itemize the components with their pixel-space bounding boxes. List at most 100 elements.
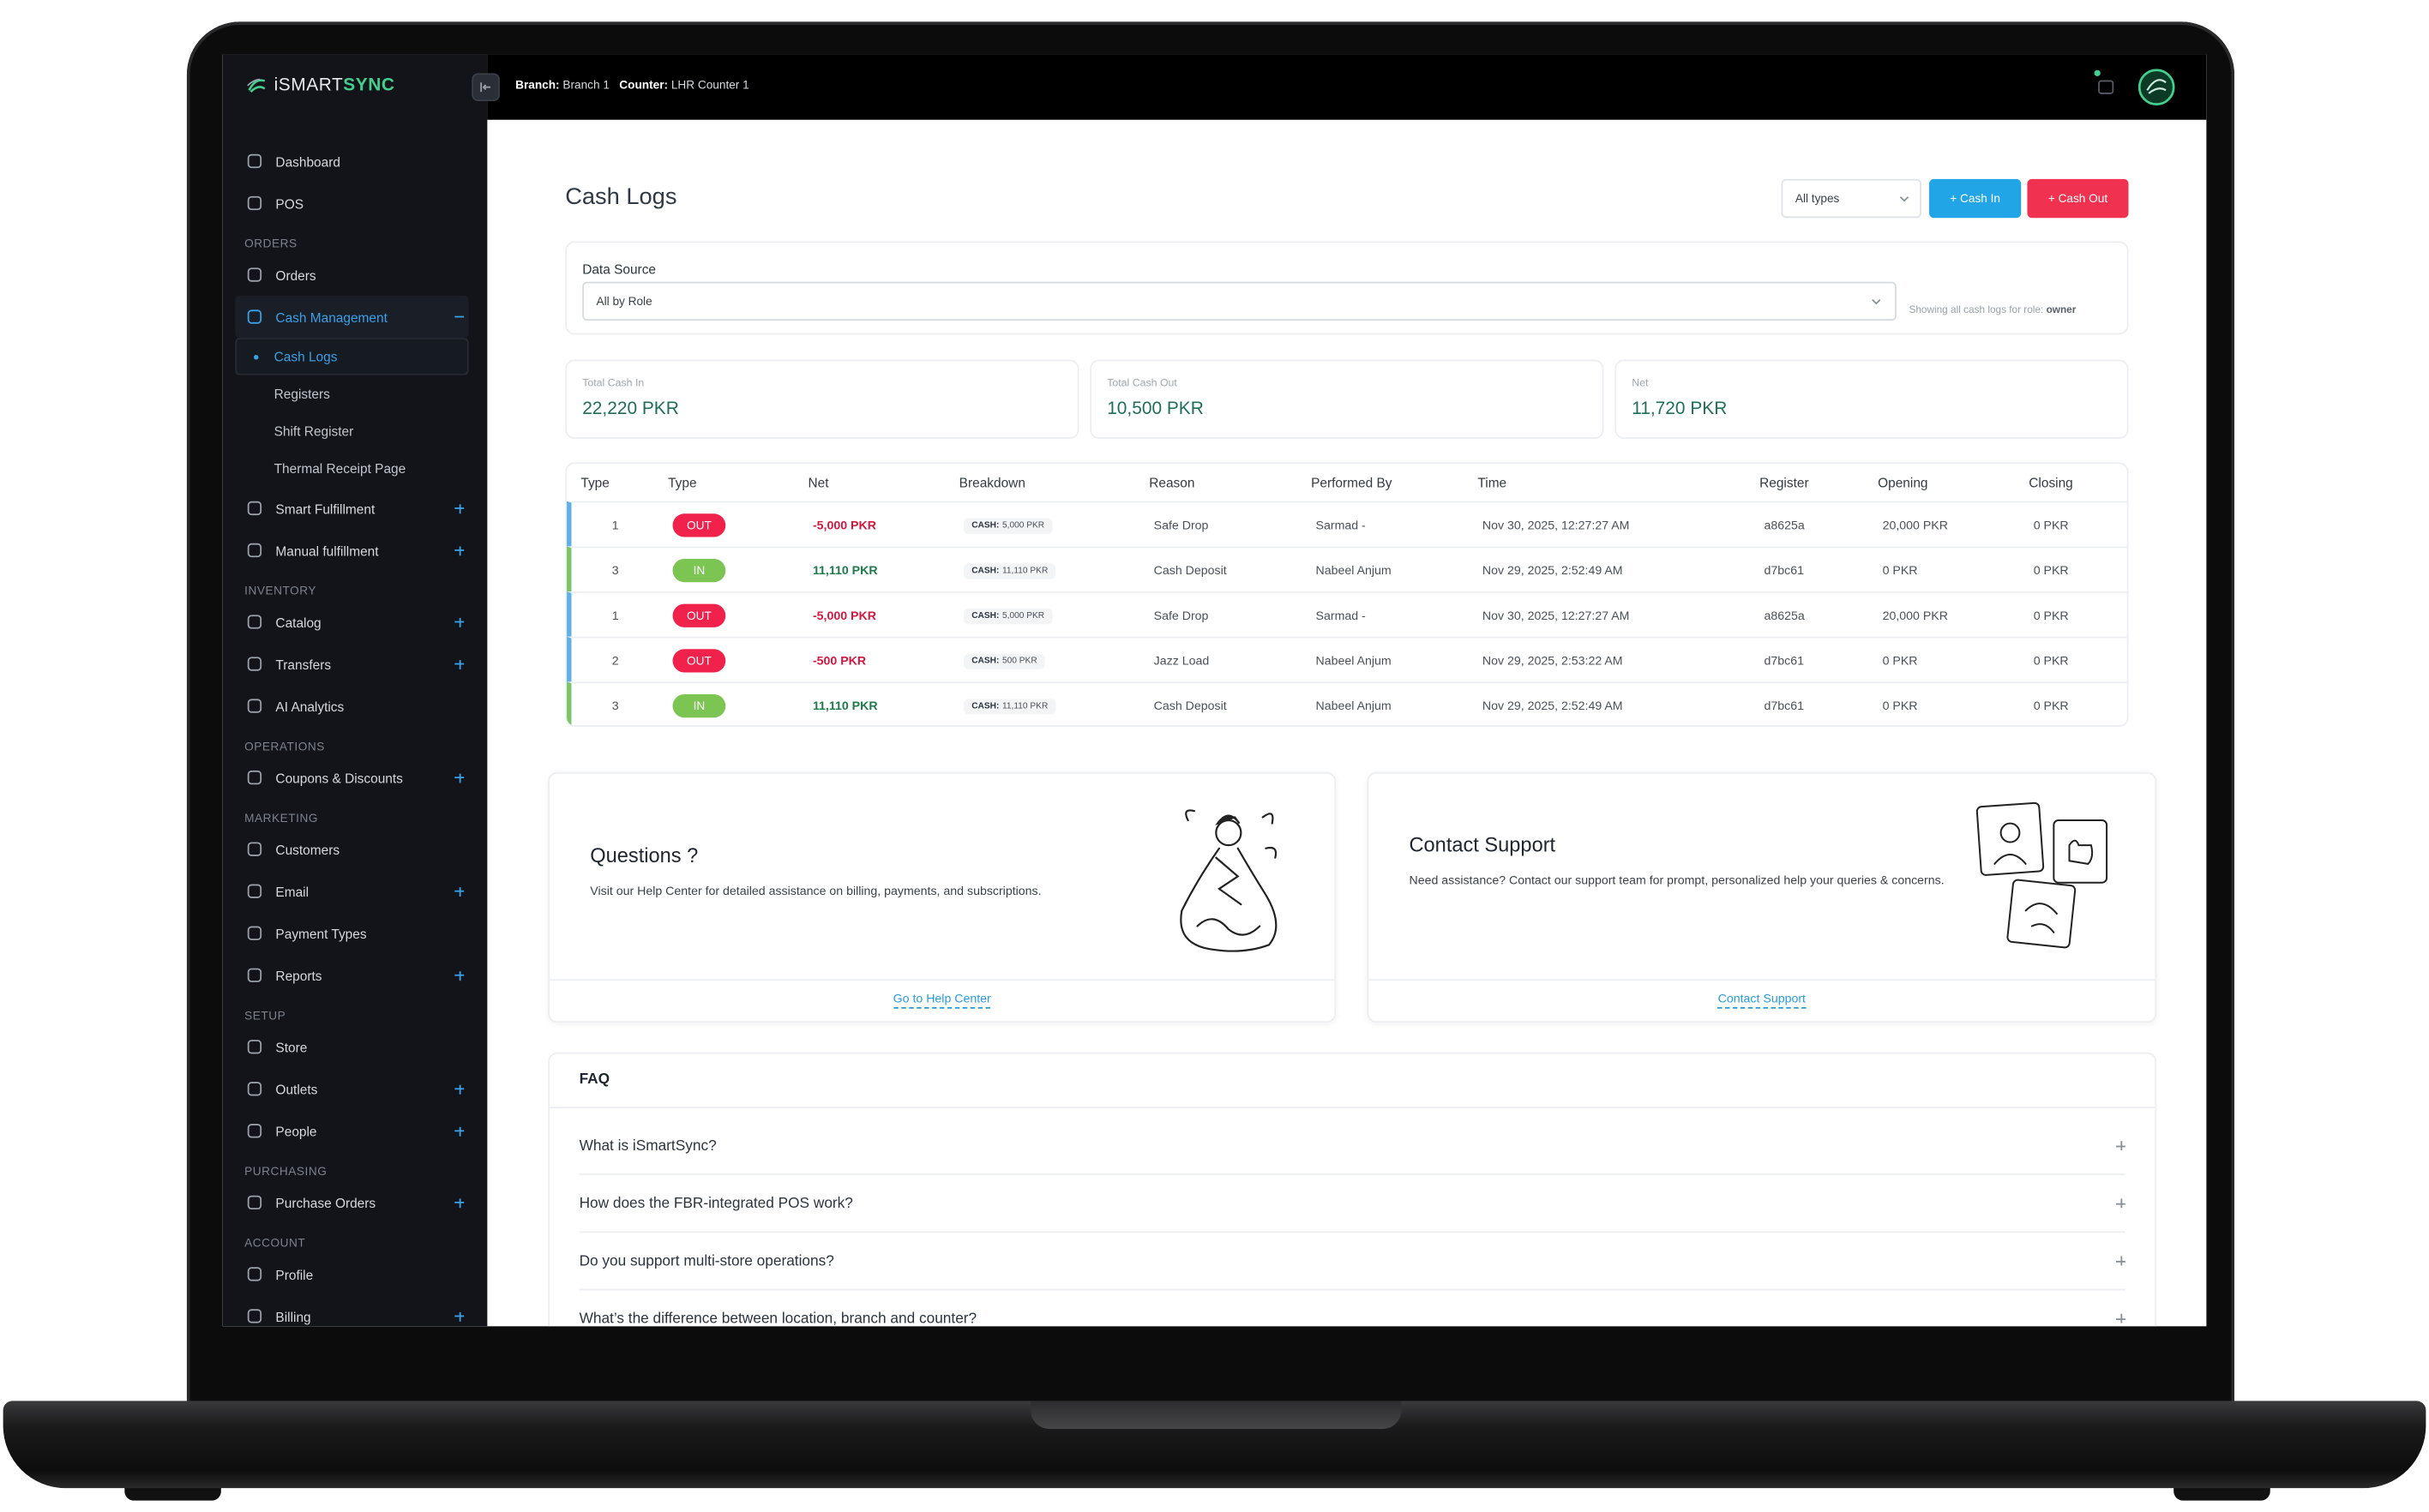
nav-icon <box>247 195 262 211</box>
nav-item[interactable]: Manual fulfillment <box>235 529 468 571</box>
performed-by-cell: Sarmad - <box>1315 608 1366 622</box>
divider <box>550 979 1335 981</box>
nav-item[interactable]: Dashboard <box>235 140 468 182</box>
data-source-label: Data Source <box>582 261 657 278</box>
page-title: Cash Logs <box>565 183 677 211</box>
type-filter[interactable]: All types <box>1781 178 1921 219</box>
nav-item[interactable]: Cash Management <box>235 296 469 339</box>
nav-icon <box>247 1309 262 1323</box>
column-header: Net <box>808 474 829 491</box>
breakdown-chip: CASH: 11,110 PKR <box>964 698 1056 714</box>
column-header: Breakdown <box>959 474 1025 491</box>
cash-in-button[interactable]: + Cash In <box>1929 178 2022 219</box>
nav-item[interactable]: Coupons & Discounts <box>235 757 468 799</box>
faq-question[interactable]: What is iSmartSync? <box>579 1118 2125 1176</box>
nav-item[interactable]: Transfers <box>235 643 468 685</box>
nav-label: AI Analytics <box>275 698 345 714</box>
breakdown-label: CASH: <box>971 566 1000 576</box>
table-header: Type Type Net Breakdown Reason Performed By Ti… <box>567 464 2127 501</box>
nav-item[interactable]: Purchase Orders <box>235 1181 468 1223</box>
register-cell: d7bc61 <box>1764 652 1805 668</box>
cash-out-button[interactable]: + Cash Out <box>2027 178 2129 219</box>
help-center-link[interactable]: Go to Help Center <box>893 991 991 1009</box>
closing-cell: 0 PKR <box>2033 652 2069 668</box>
nav-item[interactable]: Email <box>235 870 468 912</box>
hint-text: Showing all cash logs for role: <box>1909 304 2044 316</box>
laptop-notch <box>1031 1401 1402 1430</box>
stat-label: Total Cash Out <box>1107 378 1177 390</box>
nav-label: Catalog <box>275 614 322 630</box>
faq-question[interactable]: How does the FBR-integrated POS work? <box>579 1175 2125 1233</box>
register-cell: a8625a <box>1764 608 1805 622</box>
nav-item[interactable]: People <box>235 1110 468 1152</box>
chevron <box>1899 196 1909 202</box>
faq-question[interactable]: What’s the difference between location, … <box>580 1290 2125 1326</box>
collapse-indicator <box>454 312 465 321</box>
avatar[interactable] <box>2137 69 2175 106</box>
nav-subitem[interactable]: Registers <box>274 386 330 402</box>
opening-cell: 0 PKR <box>1882 652 1918 668</box>
column-header: Reason <box>1149 474 1195 491</box>
support-link[interactable]: Contact Support <box>1717 991 1806 1009</box>
nav-subitem[interactable]: Shift Register <box>274 423 354 440</box>
nav-item[interactable]: Orders <box>235 254 468 296</box>
table-row: 3 IN 11,110 PKR CASH: 11,110 PKR Cash Deposit… <box>567 546 2127 592</box>
nav-icon <box>247 267 262 282</box>
nav-icon <box>247 1124 262 1138</box>
faq-expand <box>2115 1198 2125 1209</box>
expand-indicator <box>454 659 465 669</box>
nav-label: People <box>275 1123 317 1139</box>
data-source-select[interactable]: All by Role <box>582 281 1897 321</box>
breakdown-chip: CASH: 500 PKR <box>964 652 1045 669</box>
reason-cell: Cash Deposit <box>1153 698 1227 712</box>
nav-item[interactable]: Customers <box>235 828 468 870</box>
nav-item[interactable]: Store <box>235 1026 468 1068</box>
nav-icon <box>247 153 262 169</box>
faq-expand <box>2115 1313 2125 1323</box>
stat-card: Net 11,720 PKR <box>1614 359 2129 440</box>
type-cell: 1 <box>611 517 619 532</box>
reason-cell: Safe Drop <box>1153 608 1209 622</box>
stat-card: Total Cash In 22,220 PKR <box>565 359 1079 440</box>
expand-indicator <box>454 1197 465 1208</box>
nav-item[interactable]: AI Analytics <box>235 685 468 727</box>
nav-label: Coupons & Discounts <box>275 770 403 786</box>
nav-item[interactable]: Catalog <box>235 601 468 643</box>
breakdown-label: CASH: <box>971 656 1000 666</box>
faq-question[interactable]: Do you support multi-store operations? <box>579 1233 2125 1291</box>
nav-item[interactable]: Smart Fulfillment <box>235 487 468 529</box>
expand-indicator <box>454 545 465 555</box>
reason-cell: Safe Drop <box>1153 517 1209 532</box>
nav-item[interactable]: Reports <box>235 954 468 996</box>
column-header: Register <box>1759 474 1809 491</box>
nav-heading: ORDERS <box>244 237 298 251</box>
collapse-button[interactable] <box>472 73 500 102</box>
nav-item[interactable]: Payment Types <box>235 912 468 954</box>
breakdown-cell: CASH: 11,110 PKR <box>964 561 1154 579</box>
nav-subitem[interactable]: Cash Logs <box>235 338 469 375</box>
nav-icon <box>247 657 262 671</box>
questions-text: Visit our Help Center for detailed assis… <box>590 884 1042 898</box>
table-row: 1 OUT -5,000 PKR CASH: 5,000 PKR Safe Drop Sar… <box>567 591 2127 637</box>
brand-prefix: iSMART <box>274 75 344 95</box>
nav-item[interactable]: Billing <box>235 1295 468 1326</box>
net-cell: 11,110 PKR <box>812 562 878 577</box>
divider <box>1368 979 2155 981</box>
column-header: Type <box>580 474 610 491</box>
data-source-card: Data Source All by Role Showing all cash… <box>565 241 2129 335</box>
faq-question-text: What is iSmartSync? <box>579 1137 717 1155</box>
column-header: Time <box>1477 474 1507 491</box>
counter-label: Counter: <box>619 77 669 93</box>
nav-item[interactable]: Outlets <box>235 1068 468 1110</box>
expand-indicator <box>454 503 465 513</box>
nav-icon <box>247 699 262 713</box>
opening-cell: 20,000 PKR <box>1882 517 1948 532</box>
nav-icon <box>247 615 262 629</box>
nav-item[interactable]: POS <box>235 182 468 224</box>
nav-subitem[interactable]: Thermal Receipt Page <box>274 460 406 477</box>
nav-icon <box>247 1267 262 1281</box>
closing-cell: 0 PKR <box>2033 562 2069 577</box>
nav-item[interactable]: Profile <box>235 1253 468 1295</box>
notification-icon[interactable] <box>2093 69 2114 97</box>
